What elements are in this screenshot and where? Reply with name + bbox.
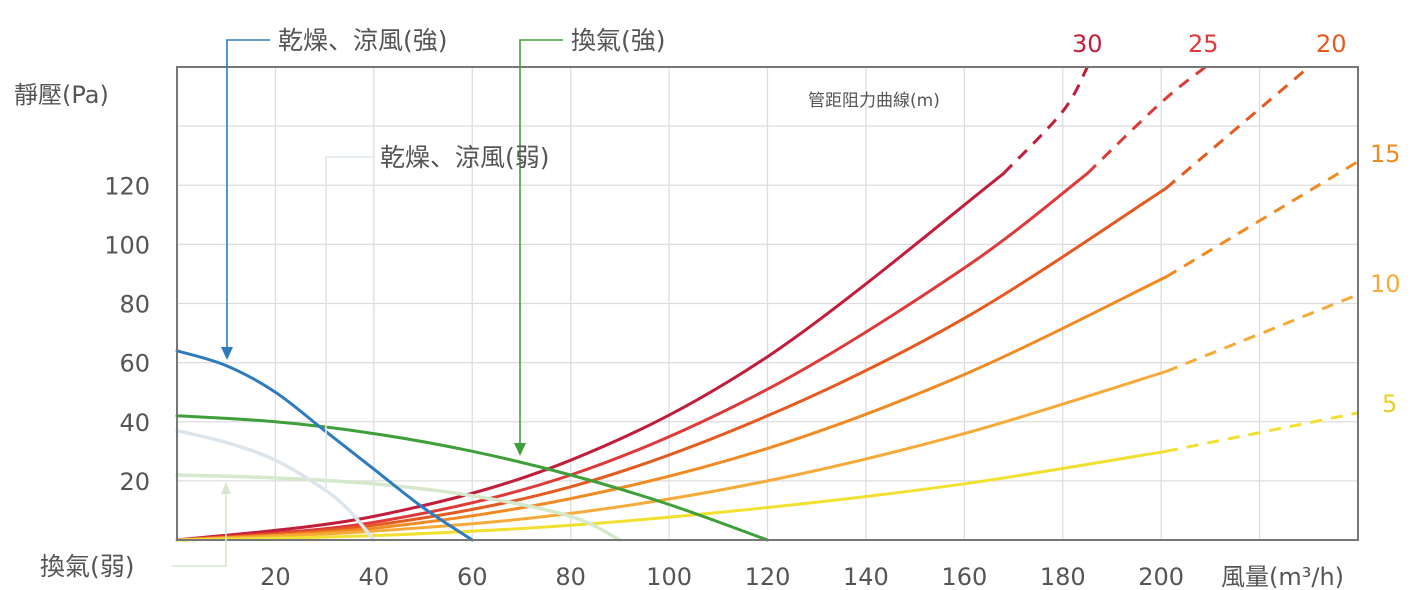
x-tick-label: 180: [1040, 563, 1086, 590]
tick-labels: 20 40 60 80 100 120 140 160 180 200 20 40 60 80 100 120: [104, 172, 1184, 590]
duct-curve-5m-dashed: [1165, 411, 1359, 453]
annotation-dry-cool-strong: 乾燥、涼風(強): [221, 26, 448, 360]
y-tick-label: 80: [119, 291, 150, 319]
duct-curve-30m-solid: [175, 171, 1006, 542]
duct-curve-20m-solid: [175, 186, 1168, 542]
x-tick-label: 40: [359, 563, 390, 590]
fan-curve-dry-cool-weak: [175, 428, 376, 542]
x-tick-label: 60: [457, 563, 488, 590]
grid-lines: [177, 67, 1358, 540]
annotation-vent-strong: 換氣(強): [514, 26, 666, 456]
duct-curve-title: 管距阻力曲線(m): [808, 91, 940, 111]
duct-label-20: 20: [1316, 30, 1347, 58]
x-tick-label: 120: [745, 563, 791, 590]
curves: [175, 65, 1359, 542]
duct-curve-15m-dashed: [1165, 160, 1359, 279]
annotation-dry-cool-strong-label: 乾燥、涼風(強): [278, 26, 448, 55]
fan-curve-dry-cool-strong: [175, 349, 474, 542]
duct-label-10: 10: [1370, 270, 1401, 298]
annotation-vent-weak: 換氣(弱): [40, 482, 231, 581]
duct-curve-10m-dashed: [1165, 293, 1359, 373]
y-axis-label: 靜壓(Pa): [14, 81, 109, 109]
duct-curve-25m-solid: [175, 171, 1089, 542]
duct-label-15: 15: [1370, 140, 1401, 168]
duct-label-25: 25: [1188, 30, 1219, 58]
x-tick-label: 160: [941, 563, 987, 590]
fan-curve-vent-strong: [175, 414, 769, 542]
y-tick-label: 100: [104, 231, 150, 259]
duct-curve-15m-solid: [175, 275, 1168, 542]
duct-curve-10m-solid: [175, 370, 1168, 542]
annotation-dry-cool-weak: 乾燥、涼風(弱): [325, 143, 550, 488]
fan-curve-vent-weak: [175, 473, 622, 542]
x-tick-label: 100: [646, 563, 692, 590]
duct-curve-5m-solid: [175, 449, 1168, 542]
plot-frame: [176, 66, 1359, 541]
x-tick-label: 140: [843, 563, 889, 590]
duct-curve-20m-dashed: [1165, 65, 1310, 190]
annotation-vent-weak-label: 換氣(弱): [40, 552, 135, 581]
y-tick-label: 60: [119, 350, 150, 378]
duct-curve-30m-dashed: [1002, 66, 1089, 175]
duct-label-30: 30: [1072, 30, 1103, 58]
duct-curve-25m-dashed: [1086, 65, 1207, 175]
x-tick-label: 80: [555, 563, 586, 590]
annotation-vent-strong-label: 換氣(強): [571, 26, 666, 55]
y-tick-label: 20: [119, 468, 150, 496]
annotation-dry-cool-weak-label: 乾燥、涼風(弱): [380, 143, 550, 172]
x-tick-label: 20: [260, 563, 291, 590]
duct-label-5: 5: [1382, 390, 1397, 418]
y-tick-label: 40: [119, 409, 150, 437]
x-axis-label: 風量(m³/h): [1221, 563, 1344, 590]
x-tick-label: 200: [1138, 563, 1184, 590]
y-tick-label: 120: [104, 172, 150, 200]
